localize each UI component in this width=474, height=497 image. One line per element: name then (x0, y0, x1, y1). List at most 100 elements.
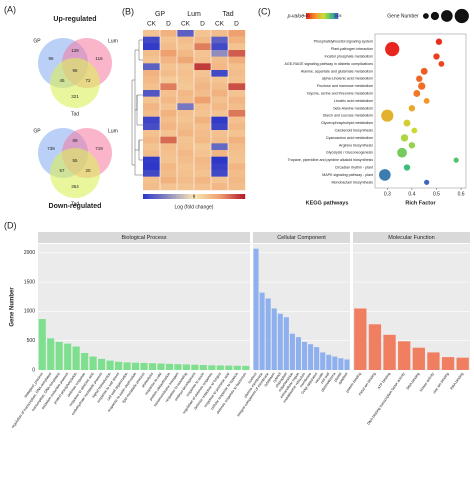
venn-set (50, 58, 100, 108)
size-legend-title: Gene Number (387, 13, 419, 19)
x-tick-label: RNA binding (450, 372, 465, 391)
x-tick-label: DNA binding (406, 372, 421, 391)
x-tick-label: vacuole (314, 372, 324, 384)
color-legend-segment (324, 13, 327, 19)
heatmap-cell (211, 163, 229, 171)
bar (283, 317, 289, 370)
y-tick-label: 2000 (24, 250, 35, 256)
heatmap-cell (228, 176, 246, 184)
colorbar-segment (145, 194, 149, 199)
heatmap-cell (228, 63, 246, 71)
heatmap-cell (228, 50, 246, 57)
dendrogram-lines (131, 39, 143, 176)
heatmap-cell (160, 156, 178, 164)
facet-title: Biological Process (122, 235, 167, 241)
pathway-label: Circadian rhythm - plant (335, 165, 373, 169)
colorbar-segment (155, 194, 159, 199)
colorbar-segment (216, 194, 220, 199)
bar (174, 364, 182, 370)
heatmap-cell (143, 70, 161, 77)
facet-title: Molecular Function (388, 235, 434, 241)
panel-label: (A) (4, 4, 16, 14)
venn-count: 116 (95, 56, 103, 61)
pathway-label: Cyanoamino acid metabolism (326, 136, 373, 140)
pathway-label: Tropane, piperidine and pyridine alkaloi… (288, 158, 374, 162)
heatmap-cell (211, 36, 229, 44)
heatmap-cell (211, 183, 229, 191)
plot-frame (374, 33, 467, 189)
colorbar-segment (196, 194, 200, 199)
heatmap-cell (211, 50, 229, 57)
pathway-dot (413, 90, 421, 97)
heatmap-cell (160, 163, 178, 171)
heatmap-cell (177, 156, 195, 164)
pathway-dot (423, 97, 430, 104)
pathway-label: Plant-pathogen interaction (331, 47, 373, 51)
pathway-label: Phosphatidylinositol signaling system (314, 40, 373, 44)
pathway-label: Linoleic acid metabolism (334, 99, 373, 103)
heatmap-cell (194, 56, 212, 64)
colorbar-segment (206, 194, 210, 199)
x-tick-label: 0.3 (384, 191, 391, 197)
color-legend-label: 0.00 (303, 14, 310, 18)
heatmap-cell (211, 83, 229, 91)
panel-label: (B) (122, 6, 134, 16)
colorbar-tick-label: 0 (193, 194, 196, 199)
heatmap-cell (143, 30, 161, 37)
heatmap-cell (160, 63, 178, 71)
bar (191, 364, 199, 370)
pathway-dot (403, 164, 411, 171)
heatmap-cell (143, 83, 161, 91)
colorbar-label: Log (fold change) (175, 204, 214, 210)
venn-count: 321 (71, 94, 79, 99)
color-legend-segment (335, 13, 337, 19)
colorbar-segment (148, 194, 151, 199)
pathway-label: Monobactam biosynthesis (331, 180, 373, 184)
heatmap-cell (194, 156, 212, 164)
venn-count: 57 (59, 168, 65, 173)
bar (106, 360, 114, 370)
heatmap-cell (228, 183, 246, 191)
y-tick-label: 0 (32, 367, 35, 373)
column-label: CK (181, 21, 191, 28)
venn-count: 45 (59, 78, 65, 83)
x-tick-label: nucleus (247, 372, 257, 385)
heatmap-cell (228, 76, 246, 84)
venn-title: Up-regulated (53, 16, 96, 23)
heatmap-cell (194, 43, 212, 51)
heatmap-cell (160, 143, 178, 151)
heatmap-cell (228, 110, 246, 117)
bar (89, 356, 97, 370)
colorbar-segment (160, 194, 164, 199)
heatmap-cell (228, 130, 246, 137)
pathway-dot (418, 82, 426, 90)
heatmap-cell (228, 170, 246, 177)
size-legend-dot (454, 8, 469, 24)
heatmap-cell (177, 103, 195, 111)
pathway-label: Glycerophospholipid metabolism (321, 121, 373, 125)
heatmap-cell (228, 43, 246, 51)
facet-strip (253, 232, 350, 243)
heatmap-cell (228, 123, 246, 131)
pathway-dot (416, 75, 423, 82)
colorbar-segment (232, 194, 235, 199)
bar (383, 334, 396, 370)
group-label: Tad (222, 11, 233, 18)
heatmap-cell (194, 143, 212, 151)
color-legend-segment (334, 13, 336, 19)
heatmap-cell (211, 30, 229, 37)
color-legend-segment (315, 13, 317, 19)
pathway-label: Fructose and mannose metabolism (317, 84, 373, 88)
column-label: CK (147, 21, 157, 28)
bar (182, 364, 190, 370)
pathway-dot (381, 109, 394, 122)
heatmap-cell (228, 156, 246, 164)
heatmap-cell (143, 90, 161, 97)
heatmap-cell (194, 90, 212, 97)
venn-set-label: Lum (108, 128, 118, 134)
heatmap-cell (228, 116, 246, 124)
colorbar-segment (219, 194, 223, 199)
heatmap-cell (211, 103, 229, 111)
pathway-dot (453, 157, 459, 163)
colorbar-segment (171, 194, 174, 199)
